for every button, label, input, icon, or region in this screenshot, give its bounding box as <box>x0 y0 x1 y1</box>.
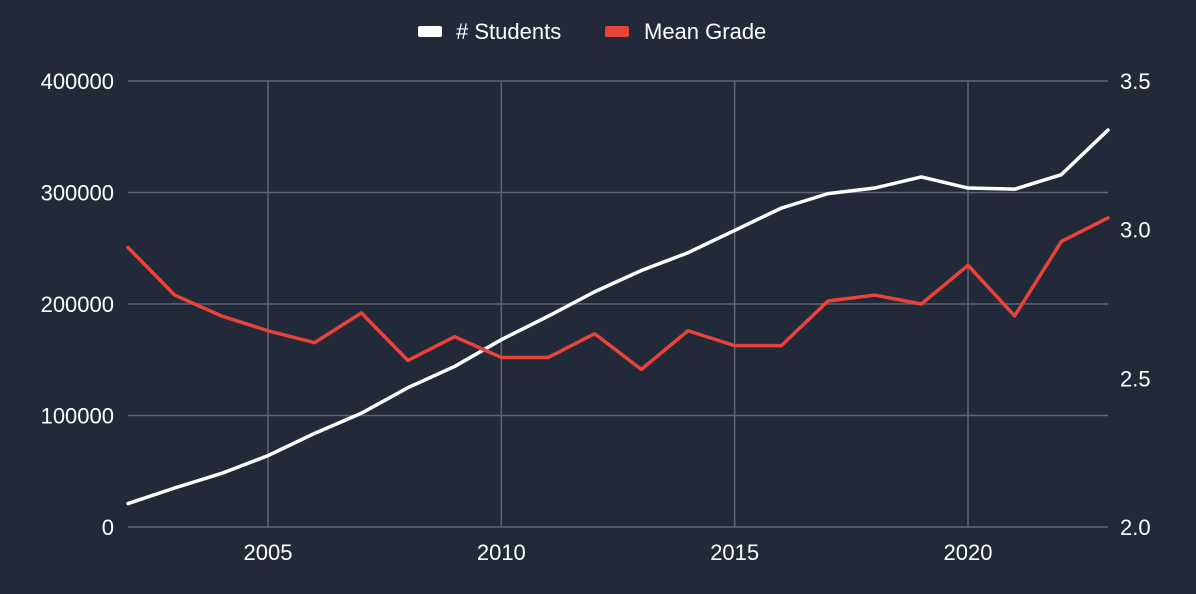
legend-label: Mean Grade <box>644 19 766 44</box>
y-axis-right: 2.0 2.5 3.0 3.5 <box>1120 69 1151 540</box>
series-line-students <box>126 128 1110 506</box>
legend-swatch <box>418 26 442 37</box>
grid <box>128 80 1108 528</box>
x-tick-label: 2020 <box>944 540 993 565</box>
legend-item[interactable]: # Students <box>418 19 561 44</box>
y-tick-label-right: 3.0 <box>1120 218 1151 243</box>
legend-item[interactable]: Mean Grade <box>605 19 766 44</box>
y-tick-label-left: 400000 <box>41 69 114 94</box>
series-lines <box>126 128 1110 506</box>
y-tick-label-left: 200000 <box>41 292 114 317</box>
x-tick-label: 2015 <box>710 540 759 565</box>
y-tick-label-left: 0 <box>102 515 114 540</box>
legend-label: # Students <box>456 19 561 44</box>
y-tick-label-right: 2.5 <box>1120 366 1151 391</box>
y-tick-label-left: 300000 <box>41 181 114 206</box>
x-tick-label: 2005 <box>244 540 293 565</box>
legend-swatch <box>605 26 629 37</box>
x-axis: 2005 2010 2015 2020 <box>244 540 993 565</box>
y-tick-label-right: 3.5 <box>1120 69 1151 94</box>
legend[interactable]: # Students Mean Grade <box>418 19 766 44</box>
y-axis-left: 0 100000 200000 300000 400000 <box>41 69 114 540</box>
series-line-mean-grade <box>126 216 1110 372</box>
x-tick-label: 2010 <box>477 540 526 565</box>
y-tick-label-right: 2.0 <box>1120 515 1151 540</box>
y-tick-label-left: 100000 <box>41 404 114 429</box>
